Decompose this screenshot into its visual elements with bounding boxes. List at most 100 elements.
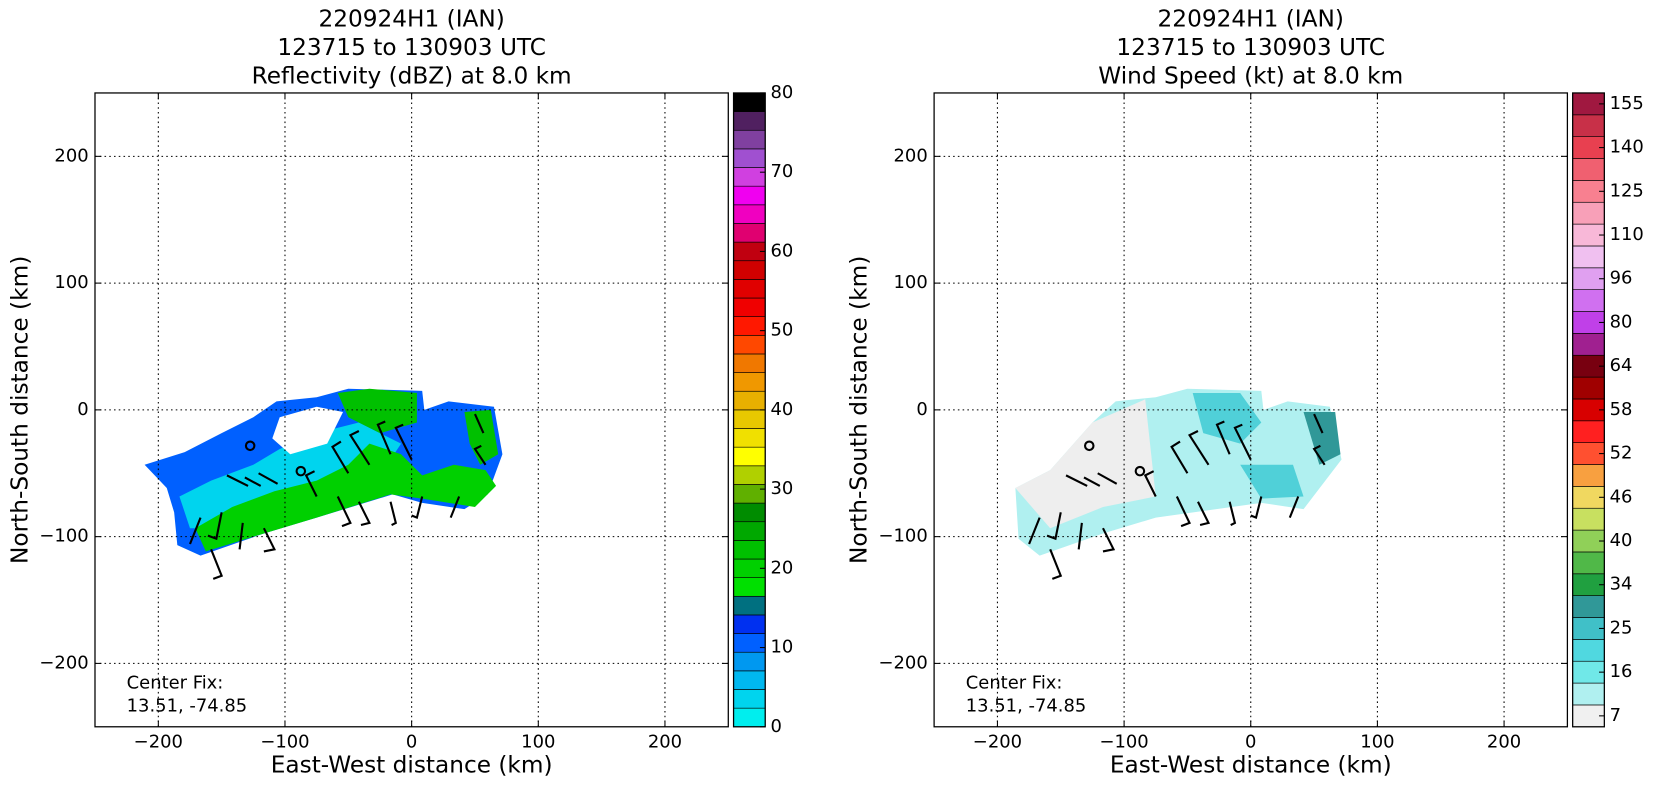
colorbar-segment <box>733 353 766 373</box>
colorbar-segment <box>1572 464 1605 487</box>
y-tick-label: 100 <box>894 272 928 293</box>
x-tick-label: 0 <box>406 732 417 753</box>
colorbar-segment <box>733 167 766 187</box>
y-tick-label: −100 <box>39 526 88 547</box>
chart-title: Wind Speed (kt) at 8.0 km <box>1098 63 1403 90</box>
colorbar-tick-label: 46 <box>1610 486 1633 507</box>
colorbar-segment <box>733 446 766 467</box>
echo-field <box>144 388 503 580</box>
colorbar-segment <box>733 129 766 150</box>
colorbar-segment <box>733 297 766 317</box>
colorbar-segment <box>1572 595 1605 618</box>
annotation: 13.51, -74.85 <box>966 696 1087 717</box>
colorbar-segment <box>1572 245 1605 269</box>
y-tick-label: 0 <box>77 399 88 420</box>
colorbar-tick-label: 140 <box>1610 137 1644 158</box>
x-tick-label: 0 <box>1245 732 1256 753</box>
chart-title: 220924H1 (IAN) <box>1158 6 1344 33</box>
colorbar-segment <box>733 465 766 485</box>
y-tick-label: 200 <box>54 145 88 166</box>
y-tick-label: −200 <box>879 652 928 673</box>
colorbar-tick-label: 125 <box>1610 180 1644 201</box>
colorbar-segment <box>1572 114 1605 137</box>
x-axis-label: East-West distance (km) <box>1110 751 1392 778</box>
colorbar-segment <box>733 670 766 690</box>
echo-area <box>195 443 497 552</box>
colorbar-segment <box>733 185 766 206</box>
colorbar-segment <box>1572 201 1605 225</box>
center-marker <box>244 440 256 452</box>
colorbar-segment <box>1572 682 1605 706</box>
center-marker <box>1083 440 1095 452</box>
wind-barbs <box>189 413 487 580</box>
x-tick-label: 200 <box>648 732 682 753</box>
y-axis-label: North-South distance (km) <box>7 256 34 564</box>
colorbar-segment <box>733 595 766 616</box>
colorbar-segment <box>733 633 766 653</box>
colorbar-tick-label: 40 <box>1610 530 1633 551</box>
echo-area <box>179 422 402 529</box>
annotation: Center Fix: <box>966 672 1063 693</box>
x-tick-label: −200 <box>973 732 1022 753</box>
wind-field <box>1015 388 1342 580</box>
colorbar-tick-label: 110 <box>1610 224 1644 245</box>
y-tick-label: −100 <box>879 526 928 547</box>
colorbar-tick-label: 155 <box>1610 93 1644 114</box>
colorbar-segment <box>733 223 766 243</box>
colorbar-segment <box>733 540 766 560</box>
colorbar-tick-label: 10 <box>771 637 794 658</box>
colorbar-segment <box>733 111 766 131</box>
colorbar-segment <box>733 148 766 168</box>
colorbar-tick-label: 80 <box>771 82 794 103</box>
y-axis-label: North-South distance (km) <box>846 256 873 564</box>
chart-title: 220924H1 (IAN) <box>318 6 504 33</box>
colorbar-segment <box>733 372 766 392</box>
y-tick-label: 100 <box>54 272 88 293</box>
colorbar-tick-label: 96 <box>1610 268 1633 289</box>
colorbar-tick-label: 25 <box>1610 617 1633 638</box>
x-tick-label: −100 <box>260 732 309 753</box>
colorbar-segment <box>1572 376 1605 400</box>
colorbar-segment <box>1572 289 1605 312</box>
colorbar-tick-label: 60 <box>771 240 794 261</box>
colorbar-segment <box>1572 420 1605 443</box>
colorbar-tick-label: 40 <box>771 399 794 420</box>
colorbar-segment <box>733 260 766 280</box>
center-marker <box>1134 465 1146 477</box>
colorbar-tick-label: 58 <box>1610 399 1633 420</box>
x-tick-label: −100 <box>1099 732 1148 753</box>
colorbar-segment <box>733 390 766 411</box>
colorbar-segment <box>733 409 766 429</box>
colorbar-tick-label: 20 <box>771 557 794 578</box>
colorbar-segment <box>1572 639 1605 662</box>
chart-title: 123715 to 130903 UTC <box>1116 34 1385 61</box>
y-tick-label: 200 <box>894 145 928 166</box>
colorbar-tick-label: 52 <box>1610 443 1633 464</box>
colorbar-tick-label: 50 <box>771 320 794 341</box>
wind-area <box>1240 464 1304 499</box>
wind-area <box>1015 399 1156 529</box>
colorbar-segment <box>1572 158 1605 181</box>
colorbar-segment <box>733 502 766 523</box>
colorbar-tick-label: 30 <box>771 478 794 499</box>
colorbar-segment <box>733 204 766 224</box>
plot-frame <box>933 92 1569 728</box>
colorbar-segment <box>733 92 766 112</box>
colorbar-tick-label: 34 <box>1610 574 1633 595</box>
x-tick-label: 200 <box>1487 732 1521 753</box>
wind-barbs <box>1028 413 1326 580</box>
colorbar-tick-label: 80 <box>1610 311 1633 332</box>
colorbar-tick-label: 70 <box>771 161 794 182</box>
colorbar-segment <box>733 484 766 504</box>
chart-title: 123715 to 130903 UTC <box>277 34 546 61</box>
colorbar-segment <box>733 521 766 541</box>
chart-title: Reflectivity (dBZ) at 8.0 km <box>252 63 572 90</box>
colorbar-segment <box>733 577 766 597</box>
colorbar-tick-label: 7 <box>1610 705 1621 726</box>
colorbar-segment <box>733 651 766 672</box>
x-tick-label: 100 <box>1360 732 1394 753</box>
plot-frame <box>94 92 729 728</box>
echo-area <box>337 388 417 434</box>
center-marker <box>295 465 307 477</box>
